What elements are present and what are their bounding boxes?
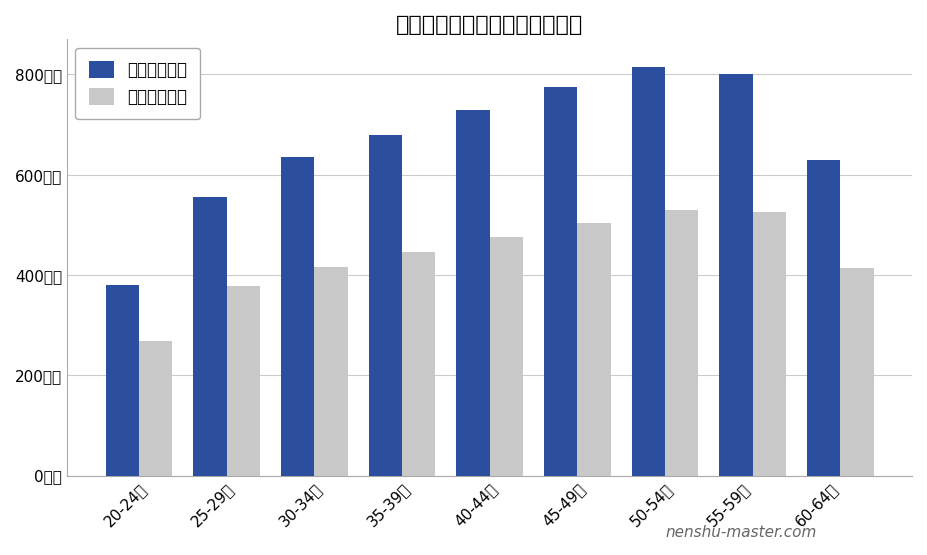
Bar: [719, 74, 753, 476]
Bar: [369, 135, 402, 476]
Bar: [106, 285, 139, 476]
Bar: [665, 210, 698, 476]
Bar: [807, 160, 840, 476]
Bar: [314, 268, 348, 476]
Bar: [578, 223, 611, 476]
Bar: [281, 157, 314, 476]
Title: ナラサキ産業の年齢別平均年収: ナラサキ産業の年齢別平均年収: [396, 15, 583, 35]
Bar: [193, 197, 226, 476]
Legend: 想定平均年収, 全国平均年収: 想定平均年収, 全国平均年収: [75, 48, 200, 119]
Bar: [544, 87, 578, 476]
Bar: [840, 269, 873, 476]
Bar: [456, 109, 489, 476]
Text: nenshu-master.com: nenshu-master.com: [666, 525, 818, 541]
Bar: [226, 286, 260, 476]
Bar: [753, 213, 786, 476]
Bar: [402, 253, 435, 476]
Bar: [631, 67, 665, 476]
Bar: [489, 238, 523, 476]
Bar: [139, 341, 172, 476]
